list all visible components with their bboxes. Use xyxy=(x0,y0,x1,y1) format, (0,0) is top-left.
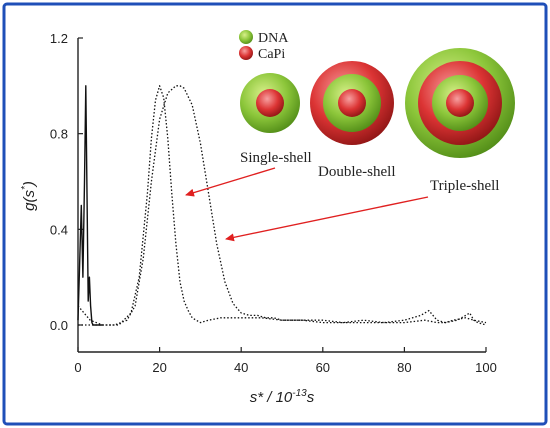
x-tick-label: 60 xyxy=(316,360,330,375)
x-tick-label: 100 xyxy=(475,360,497,375)
legend-label-capi: CaPi xyxy=(258,47,285,62)
y-tick-label: 0.8 xyxy=(50,127,68,142)
triple-shell-particle xyxy=(405,48,515,158)
y-tick-label: 1.2 xyxy=(50,31,68,46)
annotation-triple-shell: Triple-shell xyxy=(430,178,499,194)
x-ticks: 0 20 40 60 80 100 xyxy=(74,347,497,375)
y-axis-label: g(s*) xyxy=(20,181,38,211)
legend-label-dna: DNA xyxy=(258,31,289,46)
legend-swatch-dna xyxy=(239,30,253,44)
y-tick-label: 0.0 xyxy=(50,318,68,333)
legend-swatch-capi xyxy=(239,46,253,60)
series-layer xyxy=(77,85,487,326)
series-line-1 xyxy=(77,85,103,326)
arrow-single-shell xyxy=(185,167,276,197)
x-tick-label: 80 xyxy=(397,360,411,375)
x-tick-label: 0 xyxy=(74,360,81,375)
x-axis-label: s* / 10-13s xyxy=(250,388,315,406)
legend: DNA CaPi xyxy=(239,30,289,62)
arrow-triple-shell xyxy=(225,196,429,242)
annotation-single-shell: Single-shell xyxy=(240,150,312,166)
annotation-double-shell: Double-shell xyxy=(318,164,395,180)
single-shell-particle xyxy=(240,73,300,133)
y-tick-label: 0.4 xyxy=(50,222,68,237)
series-line-2 xyxy=(78,85,487,326)
x-tick-label: 20 xyxy=(152,360,166,375)
double-shell-particle xyxy=(310,61,394,145)
x-tick-label: 40 xyxy=(234,360,248,375)
